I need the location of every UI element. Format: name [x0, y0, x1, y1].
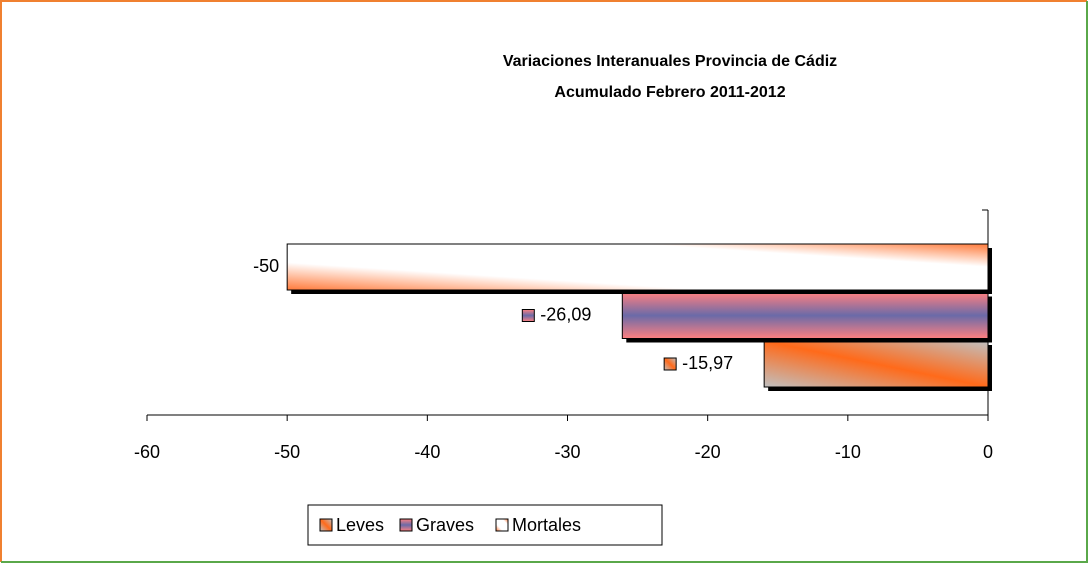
x-tick-label: 0 [983, 442, 993, 462]
x-tick-label: -40 [414, 442, 440, 462]
legend-label: Mortales [512, 515, 581, 535]
legend-swatch [319, 518, 333, 532]
legend-swatch [495, 518, 509, 532]
data-label-key [663, 357, 677, 371]
x-tick-label: -10 [835, 442, 861, 462]
x-tick-label: -20 [695, 442, 721, 462]
x-tick-label: -60 [134, 442, 160, 462]
data-label: -26,09 [540, 304, 591, 324]
legend-label: Leves [336, 515, 384, 535]
data-label: -15,97 [682, 353, 733, 373]
bar [286, 243, 989, 291]
x-tick-label: -30 [554, 442, 580, 462]
bar [763, 340, 989, 388]
chart-title: Variaciones Interanuales Provincia de Cá… [503, 53, 837, 70]
x-tick-label: -50 [274, 442, 300, 462]
chart-subtitle: Acumulado Febrero 2011-2012 [554, 84, 785, 101]
data-label-key [521, 309, 535, 322]
legend-label: Graves [416, 515, 474, 535]
data-label: -50 [253, 256, 279, 276]
legend-swatch [399, 518, 413, 532]
bar [621, 292, 989, 339]
legend [307, 504, 663, 546]
